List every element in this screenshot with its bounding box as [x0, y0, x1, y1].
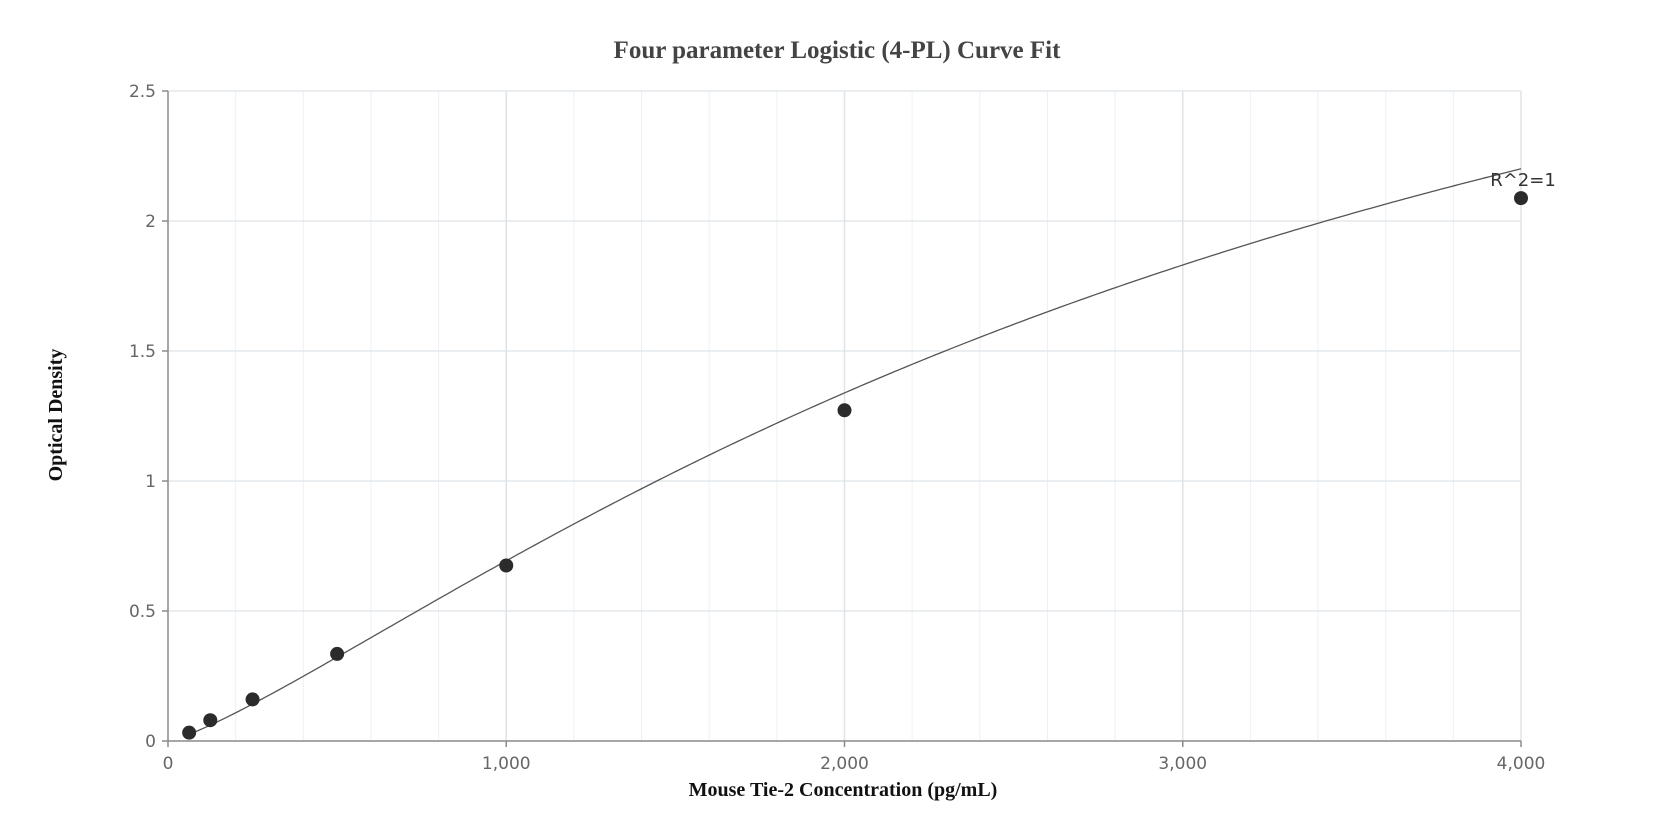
- data-points-layer: [182, 191, 1528, 740]
- x-tick-labels: 0 1,000 2,000 3,000 4,000: [163, 741, 1546, 774]
- chart-title: Four parameter Logistic (4-PL) Curve Fit: [614, 37, 1062, 64]
- y-tick-label: 2: [145, 212, 156, 232]
- x-tick-label: 0: [163, 754, 174, 774]
- data-point: [1514, 191, 1528, 206]
- y-axis-title: Optical Density: [45, 349, 67, 482]
- y-tick-label: 1.5: [129, 342, 156, 362]
- data-point: [203, 713, 218, 728]
- y-tick-label: 0: [145, 732, 156, 752]
- data-point: [330, 646, 345, 661]
- data-point: [499, 558, 514, 573]
- y-tick-label: 0.5: [129, 602, 156, 622]
- data-point: [245, 692, 260, 707]
- data-point: [182, 725, 197, 740]
- fit-curve-line: [188, 168, 1522, 735]
- x-tick-label: 1,000: [482, 754, 531, 774]
- r-squared-annotation: R^2=1: [1490, 170, 1556, 191]
- y-tick-label: 1: [145, 472, 156, 492]
- x-tick-label: 2,000: [820, 754, 869, 774]
- fit-curve-layer: [188, 168, 1522, 735]
- minor-gridlines: [235, 91, 1454, 741]
- x-axis-title: Mouse Tie-2 Concentration (pg/mL): [689, 779, 998, 801]
- annotation-layer: R^2=1: [1490, 170, 1556, 191]
- x-tick-label: 4,000: [1497, 754, 1546, 774]
- data-point: [837, 403, 852, 418]
- x-tick-label: 3,000: [1158, 754, 1207, 774]
- y-tick-label: 2.5: [129, 82, 156, 102]
- y-tick-labels: 0 0.5 1 1.5 2 2.5: [129, 82, 168, 752]
